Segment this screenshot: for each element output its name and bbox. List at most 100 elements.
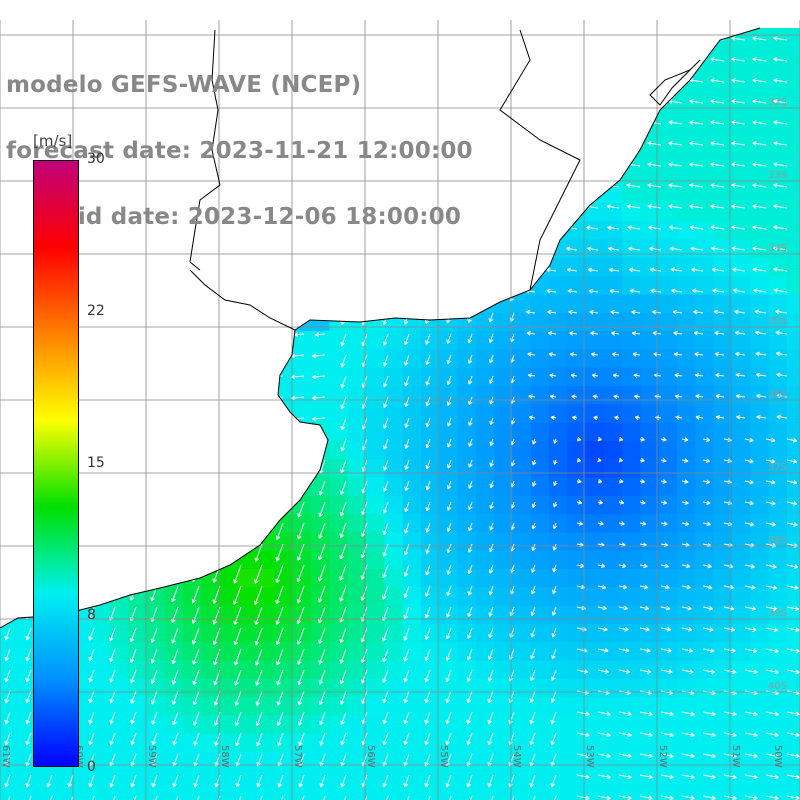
wind-arrow-head: [468, 484, 470, 489]
wind-arrow-head: [705, 460, 710, 463]
wind-arrow-head: [731, 246, 736, 249]
wind-arrow: [775, 310, 788, 314]
wind-arrow-head: [731, 142, 736, 146]
wind-arrow: [426, 396, 431, 407]
wind-arrow-head: [591, 352, 596, 355]
wind-arrow-head: [752, 205, 757, 209]
wind-arrow-head: [553, 460, 555, 465]
wind-arrow: [723, 564, 734, 568]
wind-arrow-head: [446, 570, 449, 575]
wind-cell: [475, 422, 495, 442]
wind-arrow-head: [361, 532, 363, 537]
wind-arrow: [712, 268, 725, 272]
wind-arrow-head: [511, 400, 515, 404]
wind-cell: [475, 788, 495, 800]
wind-cell: [164, 623, 184, 643]
wind-cell: [292, 642, 312, 662]
wind-arrow-head: [297, 557, 302, 561]
wind-arrow-head: [552, 589, 554, 594]
wind-cell: [164, 715, 184, 735]
wind-cell: [640, 733, 660, 753]
wind-cell: [219, 569, 239, 588]
wind-arrow: [318, 585, 326, 603]
wind-cell: [750, 623, 770, 643]
wind-cell: [603, 605, 623, 625]
wind-cell: [420, 495, 440, 515]
wind-cell: [549, 440, 568, 460]
wind-arrow-head: [426, 361, 430, 366]
wind-cell: [109, 715, 129, 735]
wind-arrow: [468, 375, 473, 385]
wind-cell: [164, 678, 184, 698]
wind-arrow-head: [648, 226, 653, 230]
wind-arrow-head: [587, 269, 592, 273]
wind-cell: [732, 203, 751, 222]
wind-cell: [567, 477, 587, 497]
wind-arrow: [447, 375, 452, 385]
wind-cell: [622, 257, 642, 277]
wind-cell: [549, 788, 568, 800]
wind-arrow: [576, 543, 584, 546]
wind-arrow-head: [383, 363, 388, 367]
wind-cell: [603, 221, 623, 241]
wind-arrow-head: [752, 247, 757, 251]
wind-cell: [530, 440, 550, 460]
wind-cell: [603, 440, 623, 460]
wind-arrow: [733, 289, 746, 293]
wind-arrow: [510, 543, 515, 552]
wind-cell: [402, 532, 422, 552]
wind-arrow-head: [312, 416, 316, 420]
wind-arrow-head: [752, 120, 757, 123]
wind-arrow-head: [276, 579, 280, 584]
wind-arrow-head: [150, 597, 152, 602]
wind-arrow: [468, 396, 473, 405]
wind-cell: [183, 623, 202, 643]
wind-arrow-head: [566, 246, 571, 249]
wind-cell: [732, 166, 751, 186]
wind-arrow-head: [684, 481, 689, 484]
wind-arrow-head: [254, 557, 257, 562]
wind-arrow-head: [654, 373, 659, 376]
wind-arrow-head: [775, 330, 780, 333]
wind-cell: [494, 386, 513, 405]
wind-arrow: [361, 585, 368, 601]
wind-cell: [512, 733, 532, 753]
wind-cell: [494, 422, 513, 442]
wind-arrow-head: [622, 587, 627, 590]
wind-cell: [475, 678, 495, 698]
wind-arrow-head: [319, 492, 324, 496]
wind-cell: [164, 605, 184, 625]
wind-cell: [0, 733, 19, 753]
wind-arrow-head: [525, 311, 530, 315]
wind-arrow-head: [382, 595, 384, 600]
wind-cell: [549, 715, 568, 735]
wind-arrow-head: [611, 332, 616, 336]
wind-arrow-head: [613, 395, 618, 400]
wind-cell: [695, 770, 715, 790]
wind-cell: [750, 697, 770, 716]
wind-arrow-head: [425, 360, 427, 365]
wind-arrow-head: [577, 502, 583, 505]
wind-arrow-head: [490, 442, 494, 446]
wind-arrow-head: [318, 555, 320, 560]
wind-arrow-head: [607, 226, 612, 231]
wind-cell: [384, 367, 404, 387]
wind-arrow-head: [664, 542, 669, 546]
wind-arrow-head: [734, 332, 739, 336]
wind-arrow-head: [383, 510, 388, 514]
wind-cell: [713, 440, 733, 460]
wind-arrow: [695, 416, 704, 419]
wind-arrow-head: [468, 526, 470, 531]
wind-arrow-head: [446, 443, 449, 448]
wind-arrow-head: [641, 500, 646, 504]
wind-arrow-head: [675, 416, 680, 420]
wind-cell: [91, 642, 111, 662]
wind-arrow: [587, 247, 599, 251]
wind-cell: [622, 294, 642, 314]
wind-cell: [768, 166, 788, 186]
wind-cell: [713, 221, 733, 241]
wind-cell: [512, 697, 532, 716]
wind-arrow: [786, 501, 798, 505]
wind-arrow-head: [586, 226, 591, 231]
wind-cell: [0, 697, 19, 716]
